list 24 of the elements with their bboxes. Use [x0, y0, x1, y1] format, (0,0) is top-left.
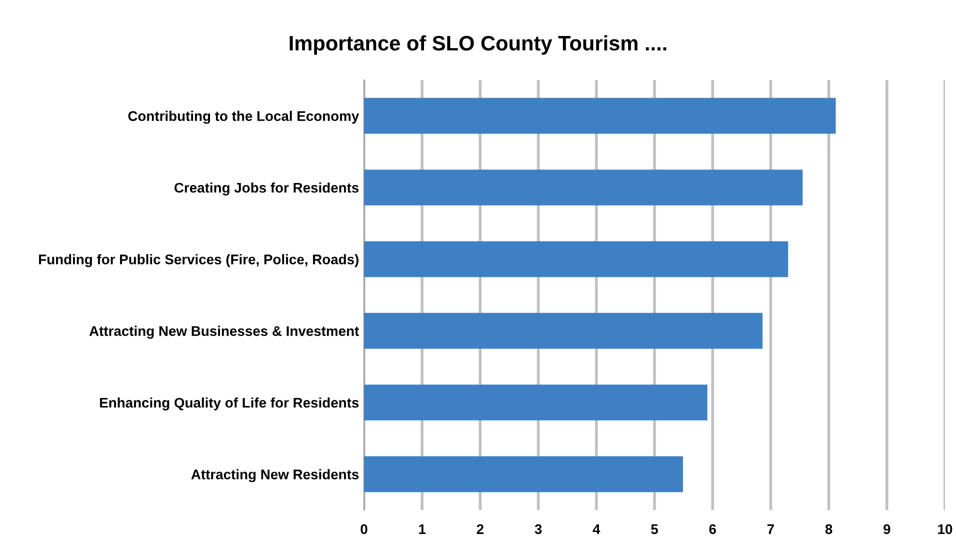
bar: [364, 384, 708, 420]
y-tick-label: Attracting New Businesses & Investment: [89, 326, 359, 339]
x-tick-label: 5: [651, 524, 658, 534]
bar: [364, 312, 763, 349]
y-tick-label: Contributing to the Local Economy: [128, 110, 360, 124]
x-tick-label: 6: [709, 524, 716, 534]
x-tick-label: 0: [360, 524, 368, 534]
y-tick-label: Enhancing Quality of Life for Residents: [100, 397, 359, 410]
bar: [364, 170, 803, 206]
x-tick-label: 8: [825, 524, 832, 534]
x-tick-label: 10: [938, 524, 952, 534]
bar: [364, 456, 683, 492]
x-tick-label: 9: [884, 524, 890, 534]
chart-title: Importance of SLO County Tourism ....: [290, 35, 666, 55]
x-tick-label: 7: [767, 524, 774, 534]
y-tick-label: Attracting New Residents: [191, 469, 359, 482]
x-tick-label: 2: [476, 524, 484, 534]
bar: [364, 241, 788, 278]
y-tick-label: Creating Jobs for Residents: [174, 182, 359, 196]
x-tick-label: 1: [419, 524, 426, 534]
x-tick-label: 3: [534, 524, 542, 534]
x-tick-label: 4: [592, 524, 600, 534]
y-tick-label: Funding for Public Services (Fire, Police, Roads): [39, 254, 358, 268]
bar: [364, 98, 836, 134]
